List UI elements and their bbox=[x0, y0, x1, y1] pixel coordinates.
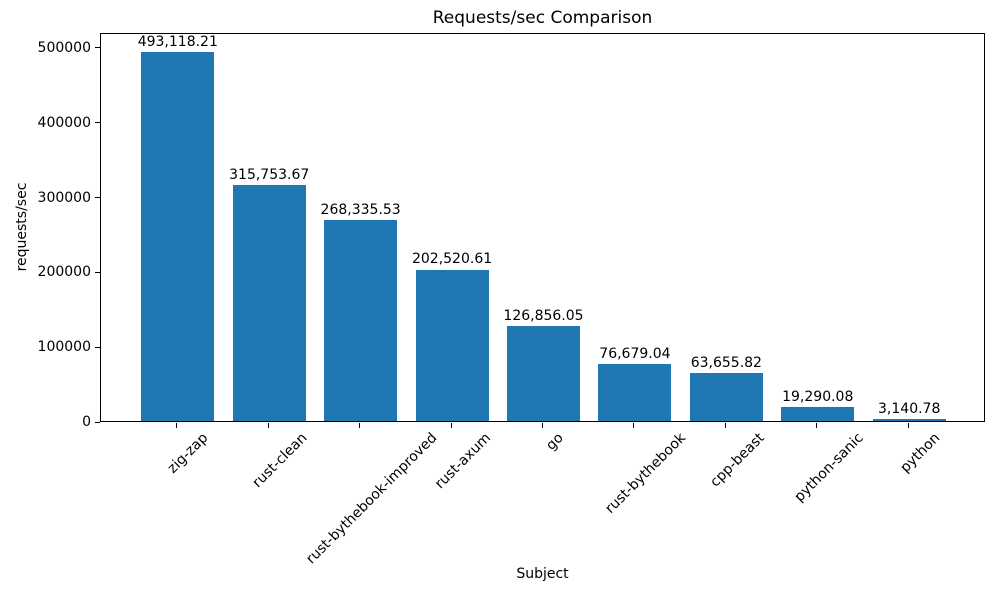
bar-value-label: 3,140.78 bbox=[878, 400, 941, 417]
y-tick-label: 200000 bbox=[37, 264, 91, 281]
x-tick-mark bbox=[176, 423, 178, 428]
plot-area: 493,118.21 315,753.67 268,335.53 202,520.61… bbox=[100, 33, 985, 422]
y-tick-label: 0 bbox=[82, 414, 91, 430]
bar bbox=[232, 184, 306, 421]
x-tick-mark bbox=[359, 423, 361, 428]
x-axis-label: Subject bbox=[516, 566, 569, 582]
x-tick-mark bbox=[724, 423, 726, 428]
y-tick-label: 500000 bbox=[37, 39, 91, 56]
bar bbox=[324, 220, 398, 421]
bar-value-label: 19,290.08 bbox=[782, 388, 854, 405]
bar-value-label: 76,679.04 bbox=[599, 345, 671, 362]
x-tick-label: rust-clean bbox=[249, 430, 311, 491]
bar-value-label: 63,655.82 bbox=[690, 355, 762, 372]
y-tick-mark bbox=[95, 346, 100, 348]
bar bbox=[506, 326, 581, 421]
bar bbox=[415, 269, 489, 421]
bar bbox=[689, 373, 763, 421]
x-tick-label: python bbox=[896, 430, 943, 476]
x-tick-label: rust-bythebook bbox=[602, 430, 689, 517]
y-tick-mark bbox=[95, 421, 100, 423]
y-tick-mark bbox=[95, 122, 100, 124]
x-tick-label: zig-zap bbox=[165, 430, 212, 477]
chart-title: Requests/sec Comparison bbox=[432, 8, 653, 28]
x-tick-mark bbox=[450, 423, 452, 428]
y-tick-label: 400000 bbox=[37, 114, 91, 131]
x-tick-label: cpp-beast bbox=[707, 430, 768, 491]
x-tick-label: python-sanic bbox=[791, 430, 867, 506]
x-tick-label: rust-bythebook-improved bbox=[302, 430, 440, 568]
x-tick-label: go bbox=[542, 430, 567, 454]
bar bbox=[872, 418, 946, 421]
bar-value-label: 493,118.21 bbox=[137, 34, 218, 51]
bar-value-label: 315,753.67 bbox=[229, 166, 310, 183]
x-tick-mark bbox=[633, 423, 635, 428]
x-tick-label: rust-axum bbox=[431, 430, 494, 493]
bar-value-label: 202,520.61 bbox=[411, 251, 493, 268]
x-tick-mark bbox=[816, 423, 818, 428]
x-tick-mark bbox=[542, 423, 543, 428]
y-tick-mark bbox=[95, 47, 100, 49]
x-tick-mark bbox=[907, 423, 909, 428]
bar bbox=[598, 363, 672, 421]
y-tick-mark bbox=[95, 271, 100, 273]
bar-value-label: 126,856.05 bbox=[503, 308, 584, 325]
bar bbox=[141, 52, 215, 421]
y-tick-label: 100000 bbox=[37, 339, 91, 356]
bar-value-label: 268,335.53 bbox=[320, 202, 401, 219]
y-tick-mark bbox=[95, 197, 100, 199]
y-tick-label: 300000 bbox=[37, 189, 91, 206]
x-tick-mark bbox=[267, 423, 269, 428]
bar bbox=[781, 406, 855, 421]
